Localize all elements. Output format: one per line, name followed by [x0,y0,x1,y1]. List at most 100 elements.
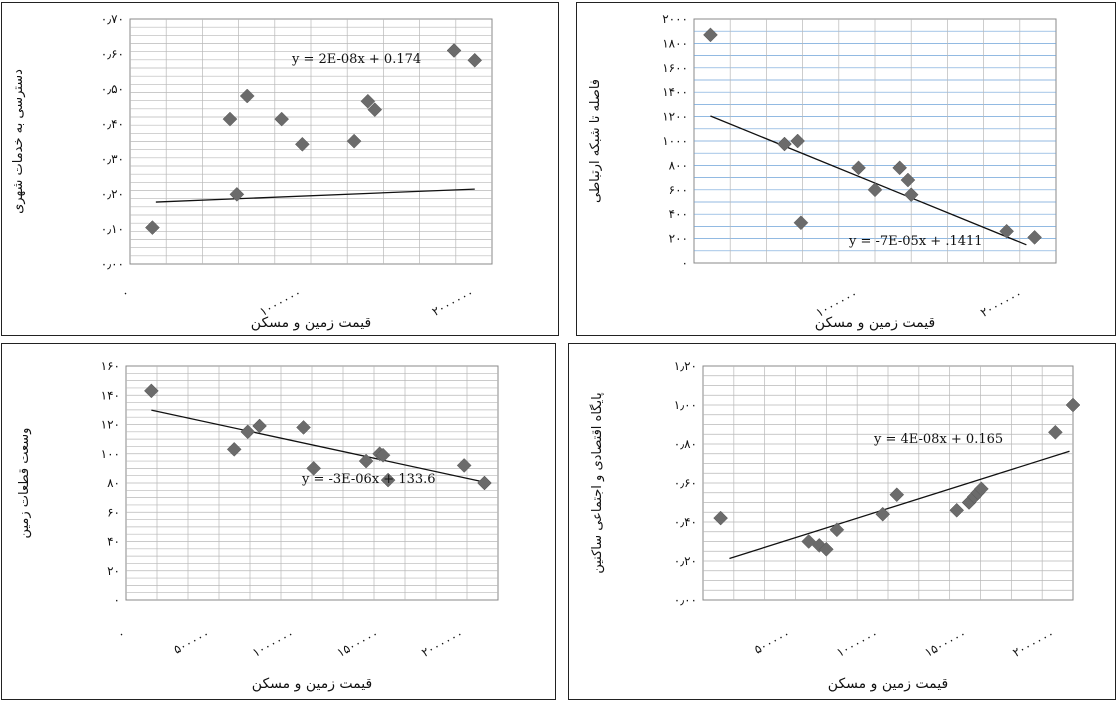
data-point [974,481,989,497]
y-tick-label: ۴۰ [107,535,120,549]
data-point [1027,230,1042,245]
data-point [703,27,718,43]
x-tick-label: ۱۵۰۰۰۰۰ [335,626,381,660]
data-point [713,510,728,526]
data-point [999,223,1014,239]
y-tick-label: ۰٫۲۰ [101,187,124,201]
data-point [145,220,160,235]
chart-svg-distance-network: ۰۲۰۰۴۰۰۶۰۰۸۰۰۱۰۰۰۱۲۰۰۱۴۰۰۱۶۰۰۱۸۰۰۲۰۰۰۱۰۰… [588,12,1057,331]
data-point [229,186,245,202]
y-tick-label: ۰ [114,593,120,607]
data-point [851,160,866,176]
y-tick-label: ۰٫۴۰ [674,515,697,529]
grid-lines [694,19,1056,263]
trendline [155,188,475,203]
x-tick-label: ۱۰۰۰۰۰۰ [250,626,296,660]
chart-svg-parcel-size: ۰ ۲۰ ۴۰ ۶۰ ۸۰ ۱۰۰ ۱۲۰ ۱۴۰ ۱۶۰ ۰ ۵۰۰۰۰۰ ۱۰۰۰۰۰۰ ۱۵۰۰۰… [17,359,499,692]
data-point [867,182,883,198]
y-axis-label: پایگاه اقتصادی و اجتماعی ساکنین [589,392,605,574]
data-point [240,424,256,440]
y-axis-label: وسعت قطعات زمین [17,428,32,539]
y-axis-label: فاصله تا شبکه ارتباطی [588,79,603,203]
trendline [710,115,1027,246]
y-tick-label: ۰٫۶۰ [101,47,124,61]
data-point [1048,424,1063,440]
y-tick-label: ۱۰۰ [101,447,120,461]
x-tick-label: ۱۰۰۰۰۰۰ [834,626,880,660]
trendline-equation: y = 4E-08x + 0.165 [873,432,1003,447]
x-tick-label: ۱۵۰۰۰۰۰ [922,626,968,660]
trendline-equation: y = -7E-05x + .1411 [848,234,983,249]
x-tick-label: ۰ [119,285,131,300]
y-tick-label: ۶۰ [107,505,120,519]
y-tick-label: ۱۲۰۰ [662,110,688,124]
y-tick-label: ۰٫۰۰ [674,593,697,607]
data-point [793,215,809,231]
y-tick-label: ۲۰۰۰ [662,12,688,26]
chart-panel-4: ۰٫۰۰ ۰٫۲۰ ۰٫۴۰ ۰٫۶۰ ۰٫۸۰ ۱٫۰۰ ۱٫۲۰ ۵۰۰۰۰۰ ۱۰۰۰۰۰… [568,343,1116,700]
y-axis-label: دسترسی به خدمات شهری [11,69,26,214]
x-tick-label: ۵۰۰۰۰۰ [752,626,793,657]
y-tick-label: ۸۰۰ [669,158,688,172]
y-tick-label: ۱٫۰۰ [674,398,697,412]
trendline [151,409,485,483]
trendline [729,450,1070,560]
x-axis-label: قیمت زمین و مسکن [252,676,372,692]
data-point [296,420,311,435]
grid-lines [703,366,1073,600]
data-point [239,88,255,104]
x-tick-label: ۲۰۰۰۰۰۰ [419,626,465,660]
x-axis-label: قیمت زمین و مسکن [815,315,935,331]
data-point [358,453,374,469]
x-tick-label: ۲۰۰۰۰۰۰ [430,285,476,319]
y-tick-label: ۰٫۲۰ [674,554,697,568]
y-tick-label: ۱۸۰۰ [662,36,688,50]
data-point [380,472,396,488]
x-axis-label: قیمت زمین و مسکن [251,315,371,331]
data-point [274,111,290,127]
data-point [1065,397,1081,413]
data-point [446,43,462,58]
data-point [949,502,965,518]
x-tick-label: ۲۰۰۰۰۰۰ [1010,626,1056,660]
data-point [790,133,806,149]
data-point [892,160,908,176]
y-tick-label: ۲۰۰ [669,232,688,246]
chart-svg-access-services: ۰٫۰۰ ۰٫۱۰ ۰٫۲۰ ۰٫۳۰ ۰٫۴۰ ۰٫۵۰ ۰٫۶۰ ۰٫۷۰ ۰ ۱۰۰۰۰۰۰… [11,12,493,331]
data-point [306,461,322,476]
data-point [456,458,472,473]
data-point [818,541,834,557]
data-point [477,475,492,491]
x-axis-label: قیمت زمین و مسکن [828,676,948,692]
chart-panel-2: ۰ ۲۰۰ ۴۰۰ ۶۰۰ ۸۰۰ ۱۰۰۰ ۱۲۰۰ ۱۴۰۰ ۱۶۰۰ ۱۸۰۰ ۲۰۰۰ ۱۰۰… [576,2,1116,336]
y-tick-label: ۱۴۰ [101,388,120,402]
y-tick-label: ۸۰ [107,476,120,490]
y-tick-label: ۰٫۱۰ [101,222,124,236]
data-point [889,487,905,503]
data-point [346,133,362,149]
data-point [777,136,792,152]
y-tick-label: ۱٫۲۰ [674,359,697,373]
y-tick-label: ۰٫۷۰ [101,12,124,26]
data-point [900,172,916,188]
trendline-equation: y = -3E-06x + 133.6 [301,472,436,487]
y-tick-label: ۰ [682,256,688,270]
y-tick-label: ۱۰۰۰ [662,134,688,148]
y-tick-label: ۱۶۰۰ [662,61,688,75]
data-point [295,136,310,152]
y-tick-label: ۰٫۸۰ [674,437,697,451]
chart-panel-1: ۰٫۰۰ ۰٫۱۰ ۰٫۲۰ ۰٫۳۰ ۰٫۴۰ ۰٫۵۰ ۰٫۶۰ ۰٫۷۰ ۰ ۱۰۰۰۰۰۰… [1,2,559,336]
chart-svg-socioeconomic-base: ۰٫۰۰ ۰٫۲۰ ۰٫۴۰ ۰٫۶۰ ۰٫۸۰ ۱٫۰۰ ۱٫۲۰ ۵۰۰۰۰۰ ۱۰۰۰۰۰… [589,359,1081,692]
trendline-equation: y = 2E-08x + 0.174 [291,52,421,67]
y-tick-label: ۶۰۰ [669,183,688,197]
y-tick-label: ۱۶۰ [101,359,120,373]
y-tick-label: ۱۲۰ [101,418,120,432]
y-tick-label: ۴۰۰ [669,207,688,221]
data-point [811,538,827,553]
x-tick-label: ۰ [115,626,127,641]
data-point [222,111,238,127]
y-tick-label: ۰٫۵۰ [101,82,124,96]
data-point [801,534,817,549]
data-point [829,522,845,538]
data-point [252,418,267,434]
